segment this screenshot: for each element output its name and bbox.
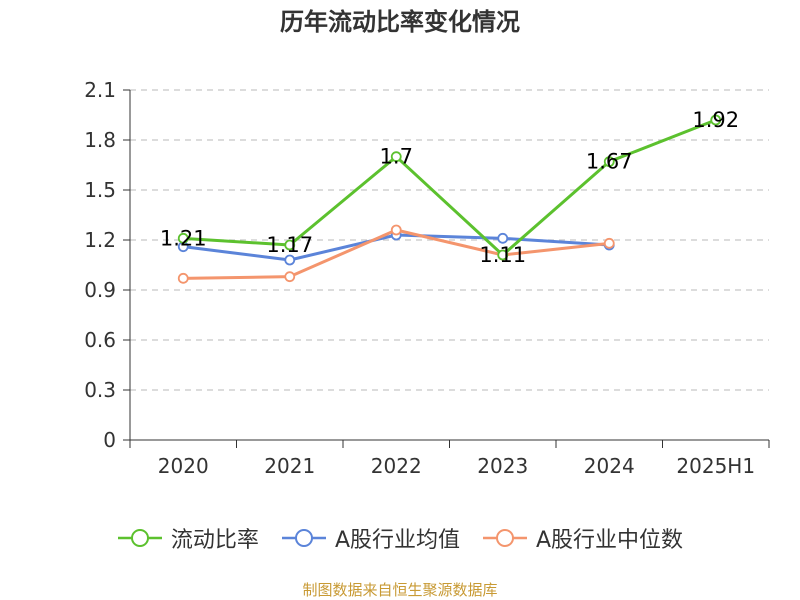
data-point — [177, 272, 189, 284]
data-point — [284, 254, 296, 266]
series-line-2 — [183, 118, 717, 257]
x-tick-label: 2022 — [371, 454, 422, 478]
x-tick-label: 2020 — [158, 454, 209, 478]
y-tick-label: 0.6 — [84, 328, 116, 352]
legend-label-current-ratio: 流动比率 — [170, 528, 259, 553]
legend-marker-current-ratio — [117, 529, 162, 547]
data-point — [603, 156, 615, 168]
x-tick-label: 2024 — [584, 454, 635, 478]
data-point — [390, 224, 402, 236]
x-tick-label: 2021 — [264, 454, 315, 478]
y-tick-label: 1.8 — [84, 128, 116, 152]
legend-item-industry-mean[interactable]: A股行业均值 — [281, 522, 460, 554]
legend-label-industry-mean: A股行业均值 — [334, 528, 460, 553]
data-label: 1.7 — [380, 145, 413, 169]
y-tick-label: 1.2 — [84, 228, 116, 252]
data-point — [603, 237, 615, 249]
legend-marker-industry-mean — [281, 529, 326, 547]
data-label: 1.11 — [479, 243, 526, 267]
y-tick-label: 1.5 — [84, 178, 116, 202]
legend-item-industry-median[interactable]: A股行业中位数 — [482, 522, 683, 554]
y-tick-label: 2.1 — [84, 78, 116, 102]
series-lines — [177, 114, 722, 284]
source-note: 制图数据来自恒生聚源数据库 — [302, 581, 498, 599]
grid-lines — [130, 89, 769, 391]
y-tick-label: 0.9 — [84, 278, 116, 302]
data-label: 1.92 — [692, 108, 739, 132]
data-point — [177, 232, 189, 244]
data-point — [284, 239, 296, 251]
axes: 0 0.3 0.6 0.9 1.2 1.5 1.8 2.1 2020 2021 2022 2023 20… — [84, 78, 770, 478]
data-label: 1.67 — [586, 150, 633, 174]
data-point — [710, 114, 722, 126]
y-tick-label: 0.3 — [84, 378, 116, 402]
data-point — [284, 271, 296, 283]
x-tick-label: 2023 — [477, 454, 528, 478]
data-label: 1.17 — [266, 233, 313, 257]
x-tick-label: 2025H1 — [676, 454, 755, 478]
data-labels: 1.21 1.17 1.7 1.11 1.67 1.92 — [160, 108, 739, 267]
data-point — [390, 151, 402, 163]
legend: 流动比率 A股行业均值 A股行业中位数 — [0, 520, 800, 556]
data-label: 1.21 — [160, 226, 207, 250]
chart-area: 0 0.3 0.6 0.9 1.2 1.5 1.8 2.1 2020 2021 2022 2023 20… — [84, 78, 770, 478]
legend-marker-industry-median — [483, 529, 527, 547]
legend-label-industry-median: A股行业中位数 — [536, 528, 684, 553]
y-tick-label: 0 — [103, 428, 116, 452]
data-point — [497, 232, 509, 244]
chart-title: 历年流动比率变化情况 — [280, 8, 520, 36]
data-point — [497, 249, 509, 261]
legend-item-current-ratio[interactable]: 流动比率 — [117, 522, 259, 554]
